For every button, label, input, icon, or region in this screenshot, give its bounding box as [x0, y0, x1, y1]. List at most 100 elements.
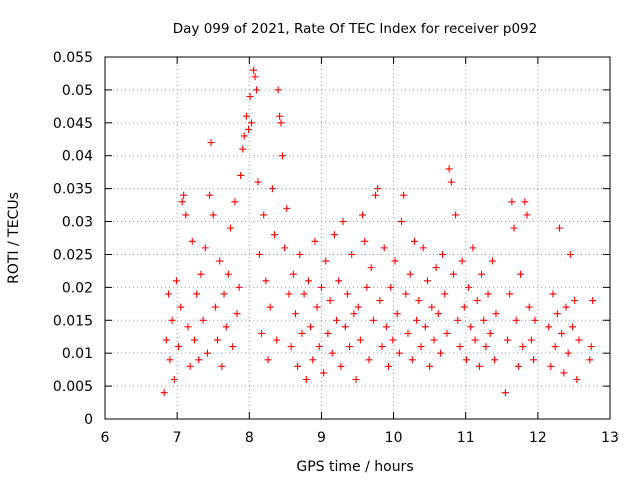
data-point-marker	[413, 316, 421, 324]
data-point-marker	[246, 92, 254, 100]
data-point-marker	[324, 329, 332, 337]
data-point-marker	[508, 198, 516, 206]
data-point-marker	[255, 250, 263, 258]
data-point-marker	[391, 257, 399, 265]
data-point-marker	[363, 283, 371, 291]
data-point-marker	[278, 152, 286, 160]
x-tick-label: 8	[245, 430, 254, 446]
y-axis-label: ROTI / TECUs	[6, 192, 22, 284]
y-tick-labels: 0 0.005 0.01 0.015 0.02 0.025 0.03 0.035 0.04 0.0…	[53, 50, 93, 428]
data-point-marker	[426, 362, 434, 370]
data-point-marker	[454, 316, 462, 324]
data-point-marker	[220, 290, 228, 298]
data-point-marker	[182, 211, 190, 219]
plot-frame	[104, 56, 611, 420]
data-point-marker	[177, 303, 185, 311]
data-point-marker	[417, 343, 425, 351]
grid-lines	[105, 57, 610, 419]
data-point-marker	[258, 329, 266, 337]
data-point-marker	[207, 139, 215, 147]
data-point-marker	[389, 336, 397, 344]
data-point-marker	[430, 336, 438, 344]
data-point-marker	[402, 290, 410, 298]
data-point-marker	[571, 297, 579, 305]
data-point-marker	[469, 244, 477, 252]
data-point-marker	[296, 250, 304, 258]
x-tick-label: 9	[317, 430, 326, 446]
data-point-marker	[260, 211, 268, 219]
data-point-marker	[291, 310, 299, 318]
data-point-marker	[273, 336, 281, 344]
data-point-marker	[328, 349, 336, 357]
data-point-marker	[480, 316, 488, 324]
data-point-marker	[193, 290, 201, 298]
y-tick-label: 0.035	[53, 182, 93, 198]
data-point-marker	[517, 270, 525, 278]
data-point-marker	[486, 329, 494, 337]
data-point-marker	[436, 349, 444, 357]
data-point-marker	[277, 119, 285, 127]
data-point-marker	[195, 356, 203, 364]
data-point-marker	[380, 244, 388, 252]
data-point-marker	[404, 329, 412, 337]
data-point-marker	[172, 277, 180, 285]
data-point-marker	[410, 237, 418, 245]
data-point-marker	[573, 376, 581, 384]
data-point-marker	[229, 343, 237, 351]
data-point-marker	[504, 336, 512, 344]
data-point-marker	[369, 316, 377, 324]
data-point-marker	[253, 86, 260, 94]
data-point-marker	[164, 290, 172, 298]
data-point-marker	[564, 349, 572, 357]
data-point-marker	[317, 283, 325, 291]
data-point-marker	[294, 362, 302, 370]
y-tick-label: 0.015	[53, 313, 93, 329]
data-point-marker	[271, 231, 279, 239]
data-point-marker	[184, 323, 192, 331]
data-point-marker	[311, 237, 319, 245]
data-point-marker	[484, 290, 492, 298]
data-point-marker	[300, 290, 308, 298]
data-point-marker	[337, 362, 345, 370]
data-point-marker	[239, 145, 247, 153]
data-point-marker	[254, 178, 262, 186]
data-point-marker	[562, 303, 570, 311]
x-tick-label: 12	[529, 430, 547, 446]
y-tick-label: 0.045	[53, 116, 93, 132]
data-point-marker	[170, 376, 178, 384]
data-point-marker	[231, 198, 239, 206]
data-point-marker	[545, 323, 553, 331]
data-point-marker	[398, 218, 406, 226]
data-point-marker	[553, 310, 561, 318]
data-point-marker	[201, 244, 209, 252]
data-point-marker	[346, 343, 354, 351]
data-point-marker	[492, 310, 500, 318]
data-point-marker	[387, 283, 395, 291]
data-point-marker	[514, 362, 522, 370]
data-point-marker	[501, 389, 509, 397]
data-point-marker	[356, 336, 364, 344]
data-point-marker	[491, 356, 499, 364]
data-point-marker	[287, 343, 295, 351]
data-point-marker	[361, 237, 369, 245]
data-point-marker	[439, 250, 447, 258]
y-tick-label: 0.04	[62, 149, 93, 165]
data-point-marker	[449, 270, 457, 278]
data-point-marker	[302, 376, 310, 384]
data-point-marker	[525, 303, 533, 311]
y-tick-label: 0	[84, 412, 93, 428]
data-point-marker	[322, 257, 330, 265]
data-point-marker	[199, 316, 207, 324]
y-tick-label: 0.02	[62, 280, 93, 296]
data-points	[160, 66, 597, 397]
data-point-marker	[367, 264, 375, 272]
data-point-marker	[313, 303, 321, 311]
data-point-marker	[235, 283, 243, 291]
data-point-marker	[251, 73, 259, 81]
data-point-marker	[330, 231, 338, 239]
data-point-marker	[343, 290, 351, 298]
data-point-marker	[240, 132, 248, 140]
data-point-marker	[341, 323, 349, 331]
data-point-marker	[519, 343, 527, 351]
data-point-marker	[307, 323, 315, 331]
